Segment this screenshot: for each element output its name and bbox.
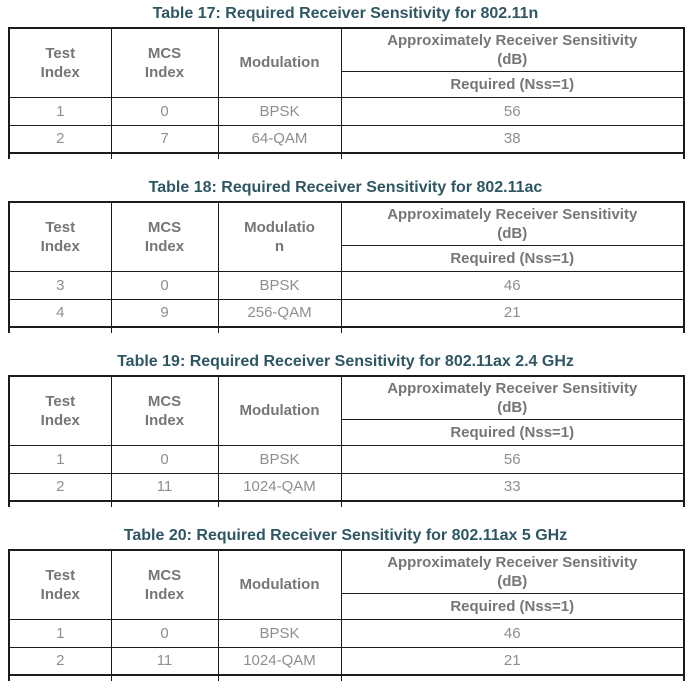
cell-test-index: 2 [8,646,112,676]
cell-required-sensitivity: 38 [340,124,685,154]
table-20-caption: Table 20: Required Receiver Sensitivity … [123,527,568,544]
col-header-modulation: Modulatio n [217,201,342,272]
col-header-modulation: Modulation [217,375,342,446]
table-17: Test Index MCS Index Modulation Approxim… [8,27,685,159]
table-17-caption: Table 17: Required Receiver Sensitivity … [152,5,539,22]
table-block-20: Table 20: Required Receiver Sensitivity … [0,527,691,681]
cell-modulation: 1024-QAM [217,472,342,502]
cell-mcs-index: 9 [110,298,219,328]
header-row: Test Index MCS Index Modulation Approxim… [8,549,685,620]
col-header-required: Required (Nss=1) [340,70,685,98]
table-row: 3 0 BPSK 46 [8,270,685,300]
col-header-mcs-index: MCS Index [110,201,219,272]
cell-test-index: 1 [8,444,112,474]
table-block-17: Table 17: Required Receiver Sensitivity … [0,5,691,159]
document-page: Table 17: Required Receiver Sensitivity … [0,5,691,697]
cell-test-index: 1 [8,618,112,648]
col-header-test-index: Test Index [8,549,112,620]
cell-modulation: 64-QAM [217,124,342,154]
col-header-required: Required (Nss=1) [340,244,685,272]
table-row: 2 7 64-QAM 38 [8,124,685,154]
cell-modulation: 256-QAM [217,298,342,328]
cell-mcs-index: 11 [110,646,219,676]
table-18: Test Index MCS Index Modulatio n Approxi… [8,201,685,333]
cropped-next-row [8,500,685,507]
cell-mcs-index: 0 [110,444,219,474]
cell-modulation: BPSK [217,270,342,300]
cell-required-sensitivity: 33 [340,472,685,502]
col-header-sensitivity: Approximately Receiver Sensitivity (dB) [340,549,685,594]
header-subrow: Required (Nss=1) [9,244,685,272]
table-row: 2 11 1024-QAM 21 [8,646,685,676]
col-header-required: Required (Nss=1) [340,592,685,620]
table-row: 1 0 BPSK 56 [8,96,685,126]
col-header-mcs-index: MCS Index [110,27,219,98]
cell-required-sensitivity: 46 [340,618,685,648]
cropped-next-row [8,152,685,159]
cell-test-index: 1 [8,96,112,126]
table-19-caption: Table 19: Required Receiver Sensitivity … [117,353,574,370]
cell-required-sensitivity: 56 [340,444,685,474]
header-subrow: Required (Nss=1) [9,70,685,98]
table-20: Test Index MCS Index Modulation Approxim… [8,549,685,681]
table-row: 1 0 BPSK 56 [8,444,685,474]
cell-modulation: 1024-QAM [217,646,342,676]
cell-mcs-index: 0 [110,96,219,126]
header-row: Test Index MCS Index Modulation Approxim… [8,27,685,98]
table-block-19: Table 19: Required Receiver Sensitivity … [0,353,691,507]
cell-modulation: BPSK [217,444,342,474]
table-18-caption: Table 18: Required Receiver Sensitivity … [148,179,543,196]
table-row: 4 9 256-QAM 21 [8,298,685,328]
col-header-sensitivity: Approximately Receiver Sensitivity (dB) [340,375,685,420]
cell-required-sensitivity: 21 [340,646,685,676]
col-header-modulation: Modulation [217,27,342,98]
cell-test-index: 2 [8,472,112,502]
col-header-mcs-index: MCS Index [110,549,219,620]
header-subrow: Required (Nss=1) [9,418,685,446]
header-subrow: Required (Nss=1) [9,592,685,620]
cell-test-index: 3 [8,270,112,300]
cell-mcs-index: 7 [110,124,219,154]
header-row: Test Index MCS Index Modulatio n Approxi… [8,201,685,272]
cell-required-sensitivity: 46 [340,270,685,300]
table-block-18: Table 18: Required Receiver Sensitivity … [0,179,691,333]
col-header-mcs-index: MCS Index [110,375,219,446]
col-header-test-index: Test Index [8,201,112,272]
cropped-next-row [8,326,685,333]
cell-test-index: 4 [8,298,112,328]
cell-test-index: 2 [8,124,112,154]
table-row: 1 0 BPSK 46 [8,618,685,648]
col-header-required: Required (Nss=1) [340,418,685,446]
cell-mcs-index: 0 [110,270,219,300]
cell-mcs-index: 0 [110,618,219,648]
cell-required-sensitivity: 21 [340,298,685,328]
col-header-sensitivity: Approximately Receiver Sensitivity (dB) [340,27,685,72]
cell-modulation: BPSK [217,96,342,126]
cell-mcs-index: 11 [110,472,219,502]
cell-required-sensitivity: 56 [340,96,685,126]
table-row: 2 11 1024-QAM 33 [8,472,685,502]
cell-modulation: BPSK [217,618,342,648]
col-header-test-index: Test Index [8,375,112,446]
col-header-test-index: Test Index [8,27,112,98]
col-header-modulation: Modulation [217,549,342,620]
col-header-sensitivity: Approximately Receiver Sensitivity (dB) [340,201,685,246]
cropped-next-row [8,674,685,681]
table-19: Test Index MCS Index Modulation Approxim… [8,375,685,507]
header-row: Test Index MCS Index Modulation Approxim… [8,375,685,446]
